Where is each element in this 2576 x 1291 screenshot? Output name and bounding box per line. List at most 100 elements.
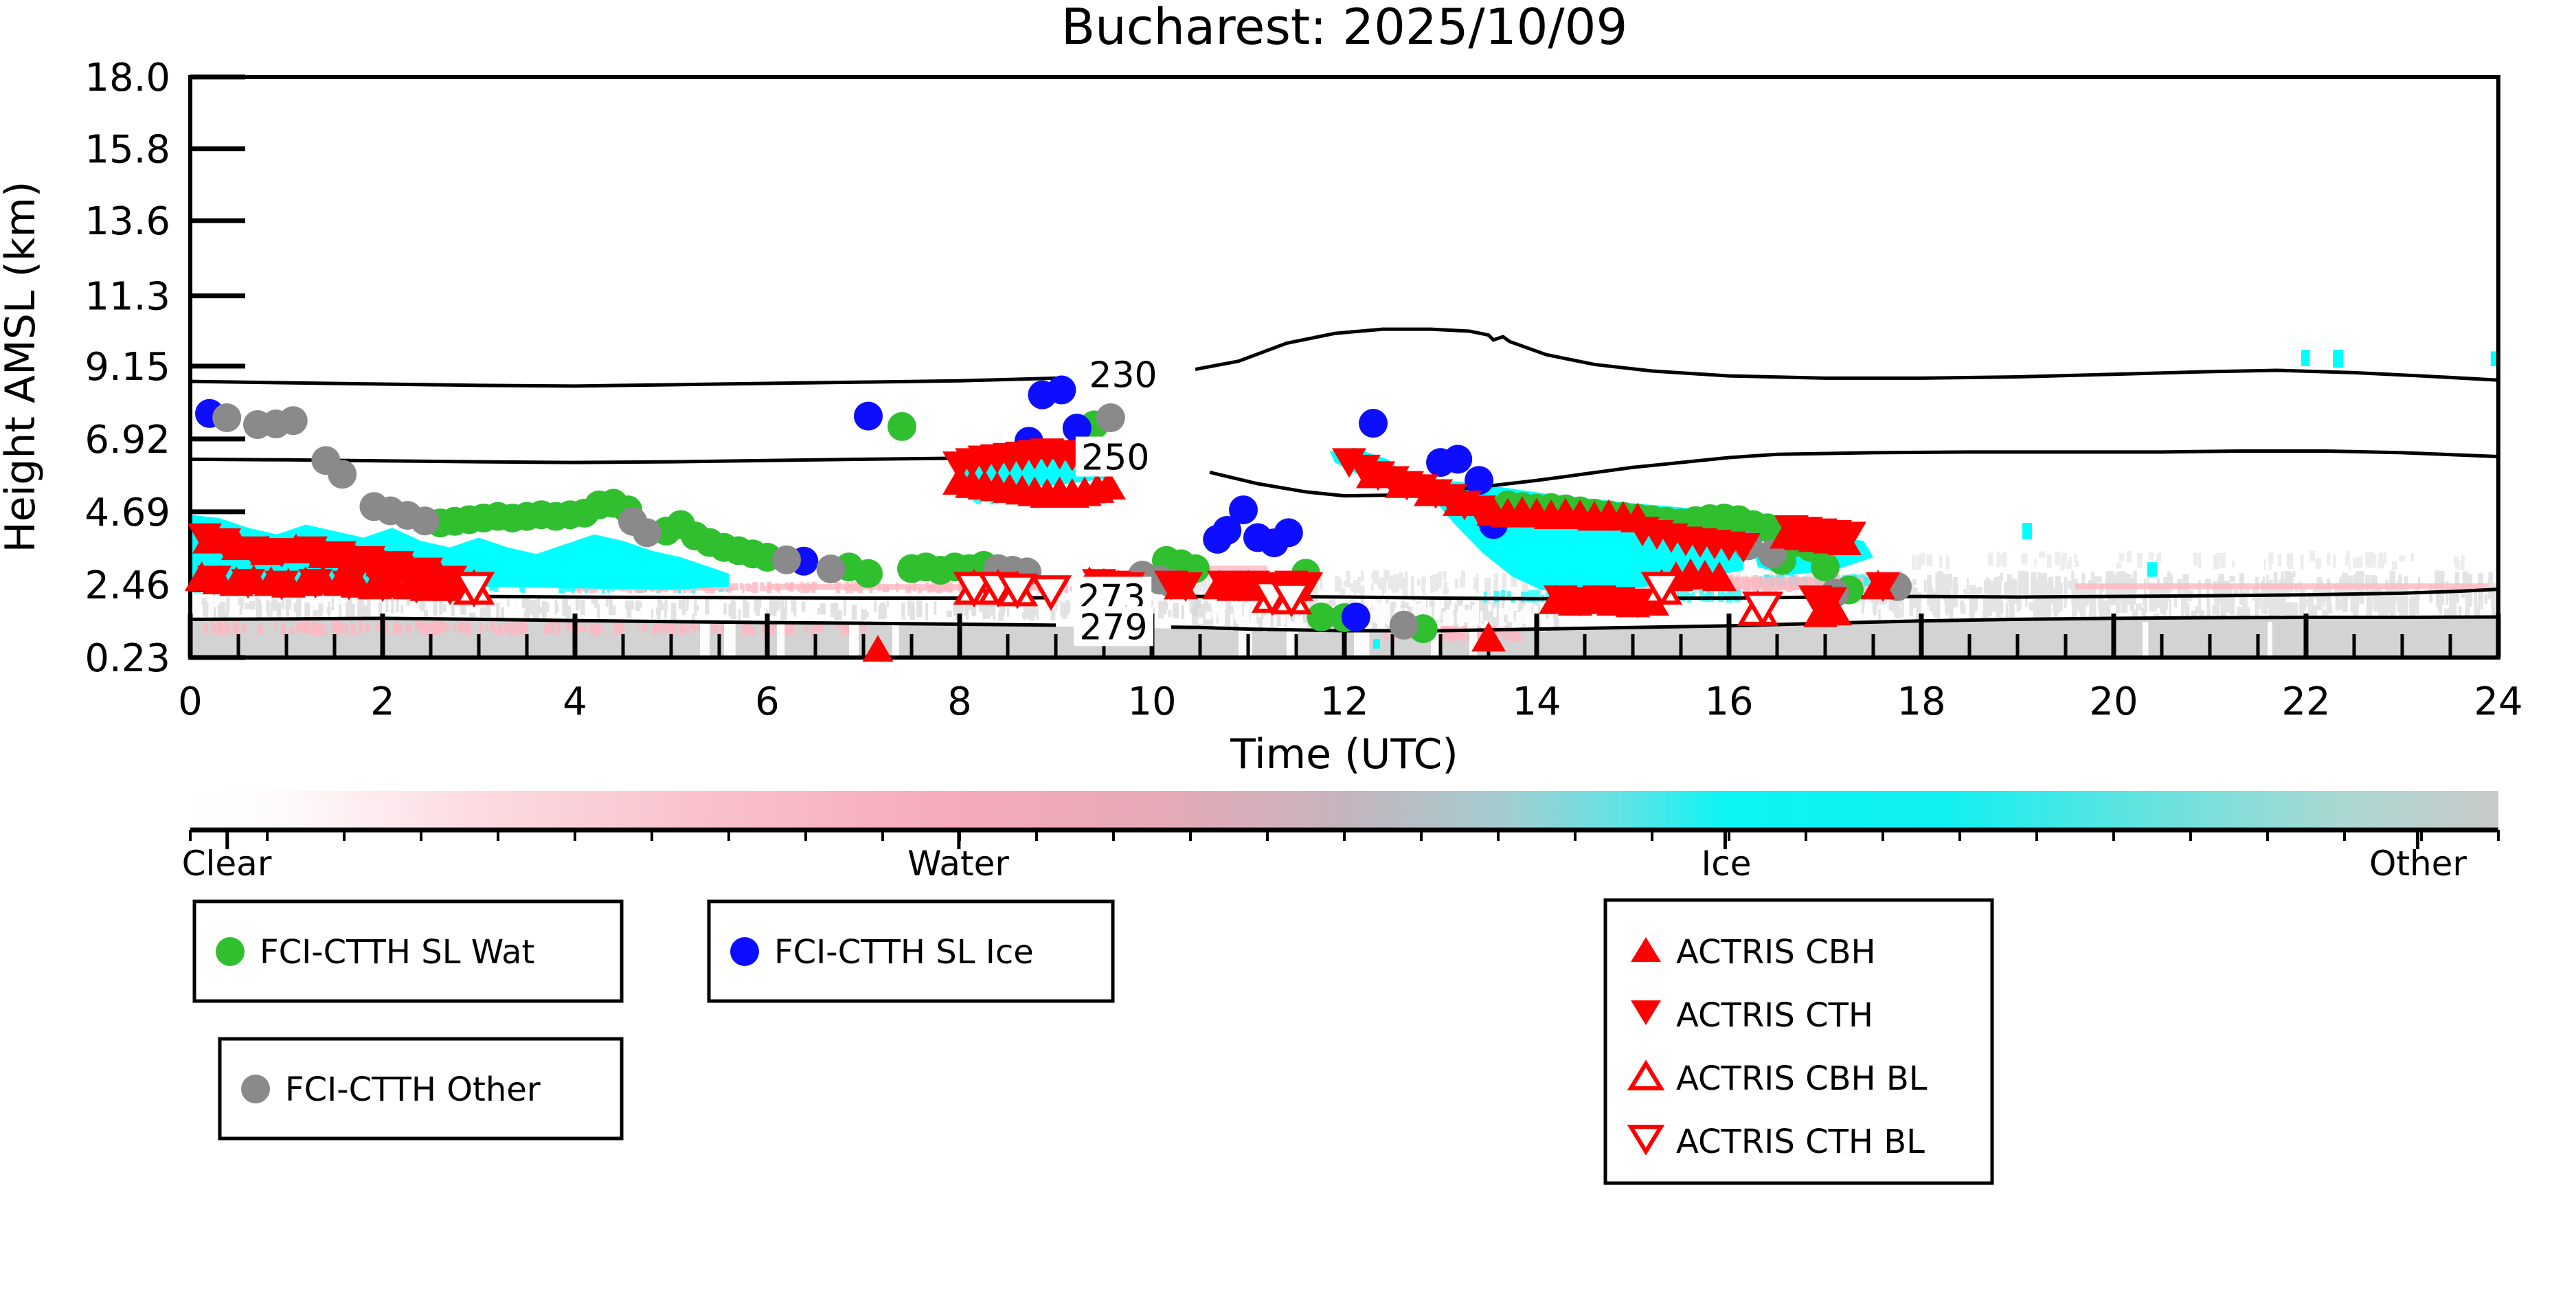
x-tick-label: 6 [755, 680, 780, 724]
colorbar-label-clear: Clear [182, 844, 272, 884]
data-point [399, 574, 433, 604]
x-tick-label: 16 [1704, 680, 1753, 724]
x-tick-label: 18 [1897, 680, 1945, 724]
clear-gap-column [849, 622, 859, 658]
data-point [772, 545, 801, 574]
y-tick-label: 4.69 [84, 491, 170, 535]
data-point [1640, 572, 1683, 608]
data-point [1813, 587, 1847, 617]
data-point [1753, 513, 1782, 543]
data-point [1818, 596, 1852, 626]
colorbar-ticks [189, 830, 2500, 849]
data-point [1866, 572, 1900, 603]
data-point [1359, 409, 1388, 438]
cbh-triangle-icon [1631, 937, 1661, 962]
contour-label-250: 250 [1081, 438, 1149, 479]
cbh-bl-triangle-icon [1627, 1059, 1665, 1090]
contour-label-halo [1074, 606, 1153, 647]
water-class-patch [767, 584, 921, 590]
ice-class-bit [2022, 523, 2032, 539]
data-point [1307, 603, 1336, 632]
series-actris-cth-bl [453, 572, 1784, 627]
colorbar-label-ice: Ice [1702, 844, 1752, 884]
data-point [351, 546, 385, 576]
clear-gap-column [2143, 622, 2149, 658]
ice-class-bit [2147, 562, 2157, 577]
data-point [996, 573, 1039, 609]
data-point [1030, 575, 1072, 611]
colorbar: Clear Water Ice Other [182, 791, 2500, 884]
y-tick-label: 11.3 [84, 275, 170, 319]
data-point [854, 401, 883, 431]
data-point [410, 506, 440, 536]
data-point [1212, 516, 1242, 546]
colorbar-label-water: Water [907, 844, 1009, 884]
y-tick-label: 9.15 [84, 345, 170, 390]
data-point [1832, 521, 1866, 552]
data-point [332, 570, 366, 600]
colorbar-label-other: Other [2369, 844, 2467, 884]
data-point [236, 536, 270, 566]
x-tick-label: 20 [2089, 680, 2138, 724]
contour-label-halo [1083, 354, 1163, 394]
data-point [1726, 532, 1761, 563]
legend-box-ice [707, 899, 1115, 1003]
contour-line-230 [1195, 327, 2499, 382]
x-tick-label: 24 [2474, 680, 2522, 724]
y-tick-label: 15.8 [84, 128, 170, 172]
data-point [888, 412, 916, 441]
data-point [328, 460, 357, 489]
data-point [197, 565, 231, 596]
data-point [1270, 581, 1313, 618]
legend-box-actris [1603, 898, 1994, 1185]
contour-line-250 [1209, 449, 2499, 498]
data-point [633, 518, 662, 548]
contour-label-230: 230 [1089, 355, 1157, 396]
data-point [1274, 518, 1303, 548]
x-tick-label: 10 [1127, 680, 1176, 724]
clear-gap-column [777, 622, 785, 658]
data-point [231, 569, 265, 599]
ice-class-bit [2333, 350, 2344, 368]
legend-box-wat [192, 899, 624, 1003]
clear-gap-column [892, 622, 899, 658]
data-point [1465, 466, 1493, 495]
legend-label-other: FCI-CTTH Other [285, 1070, 541, 1109]
data-point [1462, 495, 1496, 526]
data-point [953, 572, 995, 608]
contour-label-halo [1075, 436, 1155, 477]
y-tick-label: 13.6 [84, 199, 170, 244]
data-point [264, 570, 299, 600]
clear-gap-column [724, 622, 736, 658]
data-point [212, 403, 242, 432]
data-point [1389, 610, 1419, 640]
data-point [862, 635, 894, 662]
water-class-patch [2075, 583, 2489, 590]
ice-dot-icon [730, 937, 759, 966]
legend-label-cth: ACTRIS CTH [1676, 996, 1873, 1035]
clear-gap-column [2268, 622, 2272, 658]
data-point [207, 528, 241, 558]
data-point [365, 572, 400, 603]
contour-label-279: 279 [1079, 607, 1147, 648]
data-point [453, 572, 495, 608]
data-point [1096, 403, 1125, 432]
contour-line-279 [190, 616, 1057, 627]
legend-label-wat: FCI-CTTH SL Wat [260, 933, 534, 972]
data-point [250, 535, 284, 565]
data-point [278, 406, 308, 436]
data-point [298, 569, 332, 599]
legend-label-cth-bl: ACTRIS CTH BL [1676, 1123, 1925, 1161]
data-point [308, 539, 342, 569]
x-tick-label: 0 [178, 680, 203, 724]
data-point [1062, 414, 1092, 443]
data-point [293, 536, 328, 566]
chart-title: Bucharest: 2025/10/09 [1061, 0, 1628, 56]
legend-label-ice: FCI-CTTH SL Ice [774, 933, 1034, 972]
data-point [1741, 591, 1784, 627]
clear-gap-column [1469, 622, 1478, 658]
data-point [1229, 495, 1258, 525]
colorbar-gradient-bar [190, 791, 2498, 830]
